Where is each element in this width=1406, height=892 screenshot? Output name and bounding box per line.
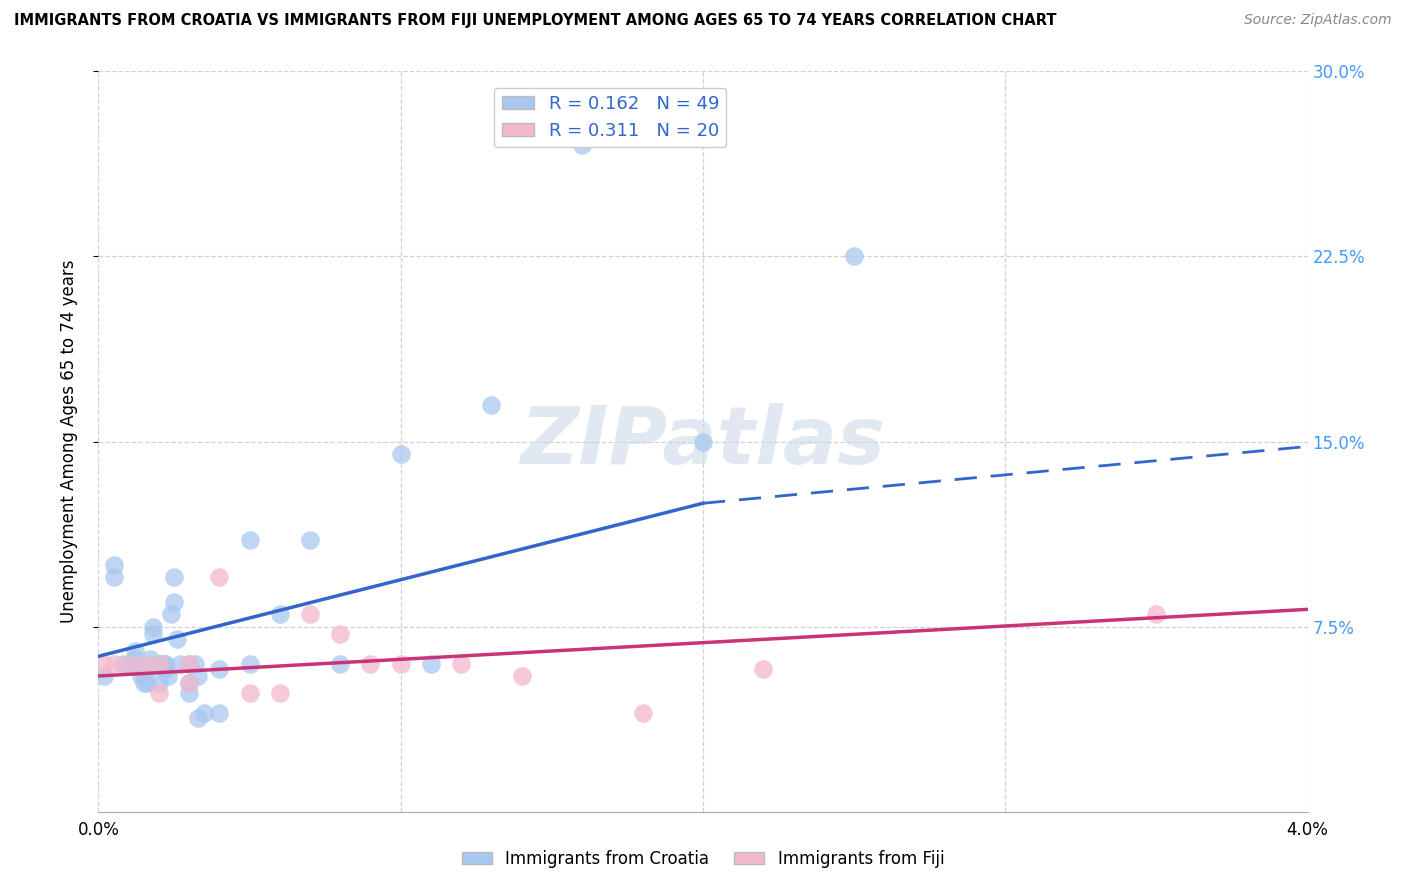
Point — [124, 651, 146, 665]
Point — [148, 657, 170, 671]
Point — [135, 662, 157, 676]
Point — [208, 662, 231, 676]
Point — [420, 657, 443, 671]
Point — [148, 657, 170, 671]
Point — [148, 657, 170, 671]
Text: Source: ZipAtlas.com: Source: ZipAtlas.com — [1244, 13, 1392, 28]
Point — [179, 657, 201, 671]
Point — [269, 607, 291, 622]
Point — [179, 657, 201, 671]
Point — [156, 669, 179, 683]
Point — [269, 686, 291, 700]
Point — [93, 657, 115, 671]
Point — [153, 662, 176, 676]
Point — [329, 627, 352, 641]
Point — [239, 533, 262, 548]
Point — [118, 657, 141, 671]
Point — [481, 397, 503, 411]
Text: ZIPatlas: ZIPatlas — [520, 402, 886, 481]
Point — [111, 657, 134, 671]
Point — [160, 607, 183, 622]
Point — [329, 657, 352, 671]
Point — [166, 632, 188, 646]
Point — [299, 607, 322, 622]
Point — [135, 676, 157, 690]
Point — [360, 657, 382, 671]
Legend: Immigrants from Croatia, Immigrants from Fiji: Immigrants from Croatia, Immigrants from… — [456, 844, 950, 875]
Point — [129, 669, 152, 683]
Point — [752, 662, 775, 676]
Point — [571, 138, 593, 153]
Point — [132, 657, 155, 671]
Point — [389, 447, 412, 461]
Point — [179, 686, 201, 700]
Point — [153, 657, 176, 671]
Point — [208, 706, 231, 720]
Point — [148, 686, 170, 700]
Point — [163, 595, 186, 609]
Point — [163, 570, 186, 584]
Point — [187, 669, 209, 683]
Point — [93, 669, 115, 683]
Point — [179, 676, 201, 690]
Point — [148, 676, 170, 690]
Point — [118, 657, 141, 671]
Point — [103, 657, 125, 671]
Point — [153, 657, 176, 671]
Point — [510, 669, 533, 683]
Point — [450, 657, 472, 671]
Point — [132, 657, 155, 671]
Point — [389, 657, 412, 671]
Point — [132, 676, 155, 690]
Legend: R = 0.162   N = 49, R = 0.311   N = 20: R = 0.162 N = 49, R = 0.311 N = 20 — [495, 87, 727, 147]
Point — [299, 533, 322, 548]
Point — [118, 657, 141, 671]
Point — [193, 706, 215, 720]
Point — [631, 706, 654, 720]
Point — [124, 644, 146, 658]
Point — [187, 711, 209, 725]
Point — [239, 657, 262, 671]
Point — [844, 249, 866, 264]
Point — [169, 657, 191, 671]
Point — [239, 686, 262, 700]
Point — [179, 676, 201, 690]
Point — [184, 657, 207, 671]
Point — [208, 570, 231, 584]
Point — [139, 651, 162, 665]
Point — [103, 570, 125, 584]
Point — [142, 619, 165, 633]
Point — [142, 627, 165, 641]
Text: IMMIGRANTS FROM CROATIA VS IMMIGRANTS FROM FIJI UNEMPLOYMENT AMONG AGES 65 TO 74: IMMIGRANTS FROM CROATIA VS IMMIGRANTS FR… — [14, 13, 1056, 29]
Point — [103, 558, 125, 572]
Y-axis label: Unemployment Among Ages 65 to 74 years: Unemployment Among Ages 65 to 74 years — [59, 260, 77, 624]
Point — [129, 662, 152, 676]
Point — [692, 434, 714, 449]
Point — [1146, 607, 1168, 622]
